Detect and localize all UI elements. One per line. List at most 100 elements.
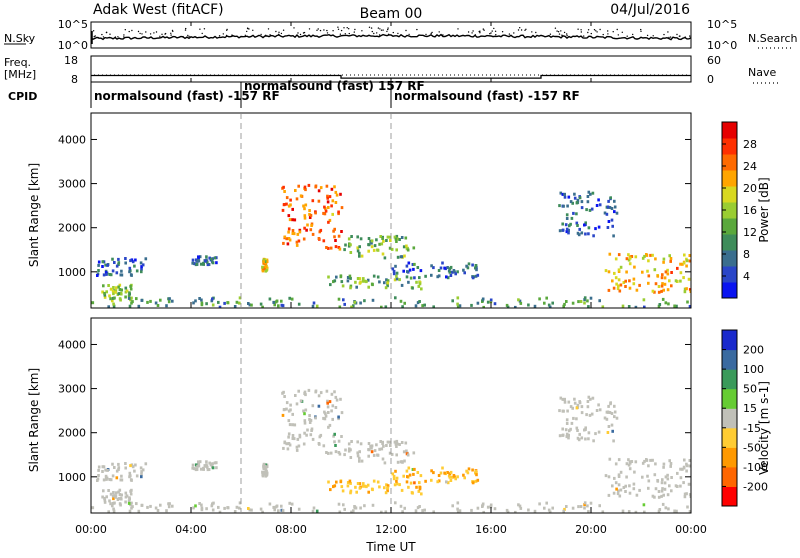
power-cell xyxy=(287,204,291,208)
velocity-cell xyxy=(120,497,123,501)
power-cell xyxy=(418,276,421,280)
power-cell xyxy=(642,298,646,302)
y-tick-label: 1000 xyxy=(58,471,86,484)
nsky-point xyxy=(508,33,511,35)
power-cell xyxy=(274,300,278,304)
velocity-cell xyxy=(346,484,350,488)
velocity-cell xyxy=(218,510,222,513)
velocity-cell xyxy=(641,475,644,479)
power-cell xyxy=(358,254,361,258)
velocity-cell xyxy=(489,505,493,509)
power-cell xyxy=(202,262,205,266)
nsky-point xyxy=(382,29,384,31)
power-cell xyxy=(430,273,433,277)
power-cell xyxy=(654,282,658,286)
velocity-cell xyxy=(356,482,360,485)
power-cell xyxy=(561,222,564,226)
nsky-point xyxy=(513,32,515,34)
velocity-cell xyxy=(140,470,143,474)
power-cell xyxy=(348,274,352,278)
velocity-cell xyxy=(327,425,330,429)
velocity-cell xyxy=(421,509,424,513)
velocity-cell xyxy=(407,466,411,470)
velocity-cell xyxy=(647,486,650,490)
power-cell xyxy=(341,284,345,288)
power-cell xyxy=(197,255,200,259)
nsky-point xyxy=(379,28,381,30)
velocity-cell xyxy=(451,504,454,508)
velocity-cell xyxy=(558,409,561,413)
power-cell xyxy=(128,270,131,274)
velocity-cell xyxy=(349,448,352,452)
velocity-cell xyxy=(296,437,300,441)
power-cell xyxy=(367,237,371,240)
power-cell xyxy=(280,299,283,303)
nsky-point xyxy=(580,29,582,31)
velocity-cell xyxy=(127,501,131,505)
power-cell xyxy=(168,297,171,301)
power-colorbar-label: Power [dB] xyxy=(757,177,771,242)
power-cell xyxy=(605,212,609,216)
velocity-cell xyxy=(685,464,689,468)
velocity-cell xyxy=(462,473,465,477)
velocity-cell xyxy=(333,432,336,436)
velocity-cell xyxy=(390,452,394,456)
power-cell xyxy=(263,260,267,263)
power-cell xyxy=(346,276,350,279)
velocity-cell xyxy=(386,440,390,444)
velocity-cell xyxy=(303,412,306,416)
power-cell xyxy=(378,280,381,284)
power-cell xyxy=(394,237,398,241)
nsky-point xyxy=(596,31,598,33)
power-cell xyxy=(467,262,471,266)
velocity-cell xyxy=(565,422,569,425)
power-cell xyxy=(565,213,569,217)
velocity-cell xyxy=(281,509,285,513)
power-cell xyxy=(127,296,131,300)
velocity-cell xyxy=(129,489,132,493)
power-cell xyxy=(414,304,418,308)
velocity-cell xyxy=(409,481,413,485)
velocity-cell xyxy=(451,475,454,479)
velocity-cell xyxy=(630,460,634,463)
power-cell xyxy=(309,228,313,232)
power-cell xyxy=(418,282,422,286)
power-cell xyxy=(331,199,335,203)
power-cell xyxy=(120,288,123,292)
power-cell xyxy=(315,304,319,308)
power-cell xyxy=(533,304,537,308)
velocity-cell xyxy=(130,501,133,505)
velocity-cell xyxy=(533,509,537,513)
velocity-cell xyxy=(129,464,132,468)
nsky-point xyxy=(343,27,345,29)
velocity-cell xyxy=(367,454,370,458)
nsky-point xyxy=(319,29,322,32)
power-cell xyxy=(128,292,131,296)
power-cell xyxy=(558,204,561,208)
power-cell xyxy=(689,290,691,293)
power-cell xyxy=(298,230,302,234)
velocity-cell xyxy=(124,491,128,495)
power-cell xyxy=(688,305,691,308)
velocity-cell xyxy=(456,501,460,505)
nsky-point xyxy=(483,29,485,31)
power-cell xyxy=(670,284,673,288)
velocity-cell xyxy=(466,471,470,475)
power-cell xyxy=(583,223,586,227)
velocity-cell xyxy=(661,478,664,482)
power-cell xyxy=(663,282,667,286)
power-cell xyxy=(607,270,611,274)
power-cell xyxy=(407,280,410,284)
nsky-point xyxy=(161,33,163,35)
velocity-cell xyxy=(667,507,670,511)
velocity-cell xyxy=(679,484,682,488)
power-cell xyxy=(344,243,347,247)
nsky-point xyxy=(587,29,590,31)
velocity-cell xyxy=(370,446,373,450)
power-cell xyxy=(458,304,462,308)
velocity-cell xyxy=(343,507,346,511)
colorbar-swatch xyxy=(722,186,737,203)
colorbar-frame xyxy=(721,329,738,507)
nsky-point xyxy=(425,33,427,36)
velocity-cell xyxy=(567,400,571,404)
